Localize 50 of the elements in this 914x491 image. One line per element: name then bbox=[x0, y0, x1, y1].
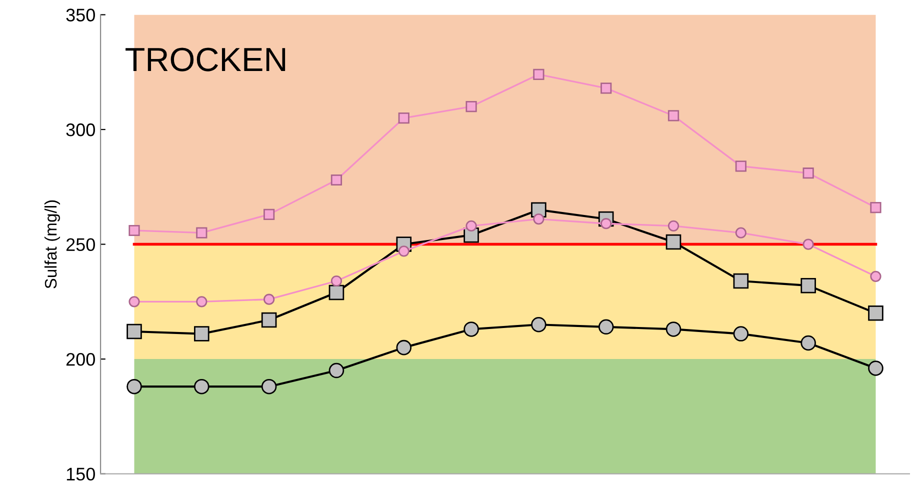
point bbox=[466, 220, 477, 232]
point bbox=[396, 340, 412, 356]
point bbox=[194, 378, 210, 394]
point bbox=[600, 82, 612, 94]
point bbox=[194, 326, 210, 342]
annotation: TROCKEN bbox=[126, 48, 286, 72]
point bbox=[868, 305, 884, 321]
point bbox=[870, 270, 882, 282]
point bbox=[668, 110, 680, 122]
point bbox=[733, 273, 749, 289]
point bbox=[196, 227, 208, 238]
point bbox=[330, 275, 342, 287]
point bbox=[533, 213, 544, 225]
point bbox=[261, 312, 277, 328]
point bbox=[330, 174, 342, 186]
point bbox=[533, 68, 544, 80]
point bbox=[261, 378, 277, 394]
point bbox=[598, 319, 614, 335]
point bbox=[328, 284, 344, 300]
point bbox=[802, 238, 814, 250]
y-tick-label: 300 bbox=[66, 123, 95, 136]
point bbox=[735, 227, 746, 238]
point bbox=[128, 296, 140, 308]
point bbox=[126, 378, 142, 394]
point bbox=[666, 234, 682, 250]
point bbox=[466, 100, 477, 112]
y-tick-label: 350 bbox=[66, 8, 95, 22]
point bbox=[531, 316, 546, 332]
y-tick-label: 200 bbox=[66, 352, 95, 366]
point bbox=[128, 224, 140, 236]
point bbox=[126, 324, 142, 340]
point bbox=[800, 335, 816, 351]
y-tick-label: 250 bbox=[66, 238, 95, 251]
y-axis-title: Sulfat (mg/l) bbox=[44, 200, 60, 288]
point bbox=[398, 246, 410, 257]
point bbox=[800, 278, 816, 294]
point bbox=[870, 202, 882, 214]
point bbox=[328, 362, 344, 378]
point bbox=[868, 360, 884, 376]
y-tick-label: 150 bbox=[66, 468, 95, 481]
point bbox=[464, 322, 479, 337]
point bbox=[264, 294, 275, 305]
point bbox=[666, 322, 682, 337]
point bbox=[733, 326, 749, 342]
point bbox=[802, 168, 814, 179]
point bbox=[398, 112, 410, 124]
point bbox=[668, 220, 680, 232]
point bbox=[264, 208, 275, 220]
point bbox=[196, 296, 208, 308]
point bbox=[735, 160, 746, 172]
